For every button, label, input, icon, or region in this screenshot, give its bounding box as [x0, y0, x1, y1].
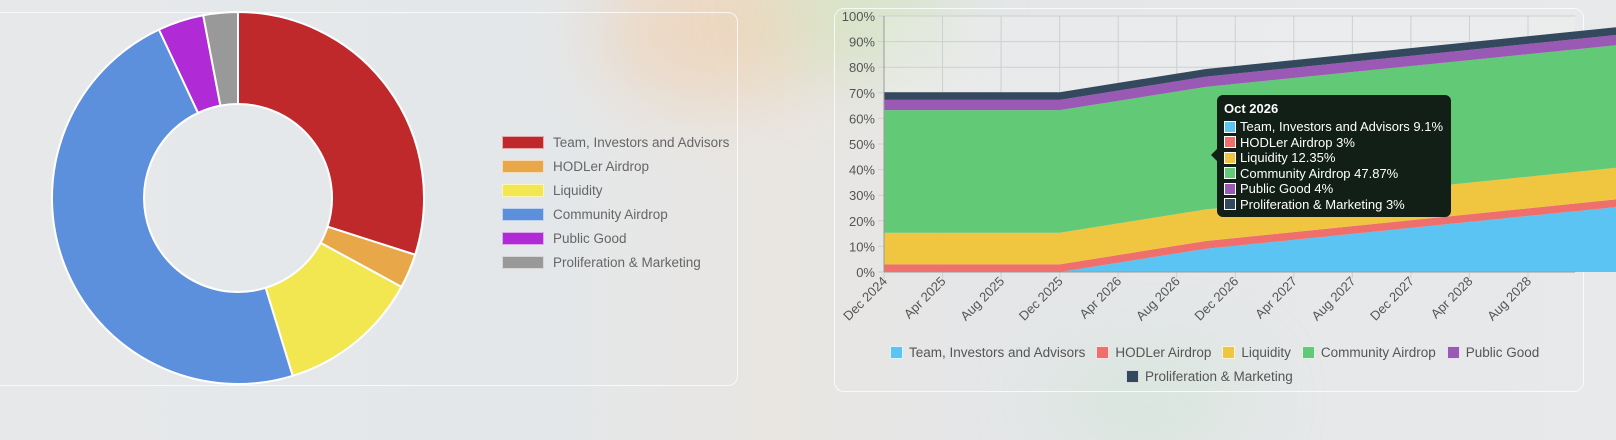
x-tick-label: Dec 2024	[840, 274, 890, 324]
area-series-hodler-airdrop[interactable]	[884, 188, 1616, 272]
legend-swatch	[1222, 345, 1236, 359]
donut-chart-card	[0, 12, 738, 386]
x-tick-label: Apr 2026	[1076, 274, 1124, 322]
y-tick-label: 90%	[849, 35, 875, 50]
x-tick-label: Apr 2025	[901, 274, 949, 322]
donut-slice-community-airdrop[interactable]	[51, 28, 294, 385]
tooltip-swatch	[1224, 167, 1236, 180]
tooltip-row: Community Airdrop 47.87%	[1224, 166, 1444, 182]
tooltip-swatch	[1224, 198, 1236, 211]
legend-label: Public Good	[1465, 344, 1540, 360]
legend-item-public-good[interactable]: Public Good	[1446, 340, 1540, 364]
x-tick-label: Apr 2027	[1252, 274, 1300, 322]
legend-item-team-investors-and-advisors[interactable]: Team, Investors and Advisors	[890, 340, 1085, 364]
y-tick-label: 20%	[849, 214, 875, 229]
legend-swatch	[1446, 345, 1460, 359]
x-tick-label: Aug 2025	[957, 274, 1007, 324]
tooltip-title: Oct 2026	[1224, 101, 1279, 116]
x-tick-label: Dec 2026	[1191, 274, 1241, 324]
tooltip-label: Liquidity 12.35%	[1240, 150, 1336, 166]
area-series-team-investors-and-advisors[interactable]	[884, 195, 1616, 272]
y-tick-label: 80%	[849, 60, 875, 75]
legend-item-liquidity[interactable]: Liquidity	[502, 178, 729, 202]
donut-slice-team-investors-and-advisors[interactable]	[237, 10, 425, 257]
legend-label: Proliferation & Marketing	[1145, 368, 1293, 384]
y-tick-label: 60%	[849, 111, 875, 126]
y-tick-label: 70%	[849, 86, 875, 101]
x-tick-label: Aug 2026	[1133, 274, 1183, 324]
tooltip-row: Proliferation & Marketing 3%	[1224, 197, 1444, 213]
donut-slice-proliferation-and-marketing[interactable]	[202, 10, 239, 107]
y-tick-label: 0%	[856, 265, 875, 280]
x-tick-label: Dec 2027	[1367, 274, 1417, 324]
tooltip-row: Team, Investors and Advisors 9.1%	[1224, 119, 1444, 135]
y-tick-label: 10%	[849, 239, 875, 254]
donut-chart	[51, 10, 425, 385]
legend-item-hodler-airdrop[interactable]: HODLer Airdrop	[1096, 340, 1211, 364]
tooltip-swatch	[1224, 182, 1236, 195]
tooltip-swatch	[1224, 120, 1236, 133]
legend-item-community-airdrop[interactable]: Community Airdrop	[502, 202, 729, 226]
legend-item-proliferation-and-marketing[interactable]: Proliferation & Marketing	[1126, 364, 1293, 388]
legend-item-liquidity[interactable]: Liquidity	[1222, 340, 1291, 364]
legend-label: Liquidity	[1241, 344, 1291, 360]
area-legend: Team, Investors and Advisors HODLer Airdr…	[860, 340, 1616, 388]
legend-label: Team, Investors and Advisors	[553, 134, 730, 150]
legend-item-team-investors-and-advisors[interactable]: Team, Investors and Advisors	[502, 130, 729, 154]
y-tick-label: 30%	[849, 188, 875, 203]
tooltip-label: Team, Investors and Advisors 9.1%	[1240, 119, 1444, 135]
tooltip-label: HODLer Airdrop 3%	[1240, 134, 1355, 150]
legend-label: Proliferation & Marketing	[553, 254, 701, 270]
x-tick-label: Dec 2025	[1016, 274, 1066, 324]
legend-swatch	[1301, 345, 1315, 359]
legend-item-proliferation-and-marketing[interactable]: Proliferation & Marketing	[502, 250, 729, 274]
legend-item-community-airdrop[interactable]: Community Airdrop	[1301, 340, 1436, 364]
legend-item-public-good[interactable]: Public Good	[502, 226, 729, 250]
legend-label: Team, Investors and Advisors	[909, 344, 1086, 360]
tooltip-row: Liquidity 12.35%	[1224, 150, 1444, 166]
x-tick-label: Apr 2028	[1428, 274, 1476, 322]
legend-swatch	[890, 345, 903, 359]
legend-label: HODLer Airdrop	[553, 158, 650, 174]
legend-swatch	[502, 183, 544, 197]
y-tick-label: 100%	[842, 9, 876, 24]
area-series-public-good[interactable]	[884, 23, 1616, 111]
y-tick-label: 40%	[849, 163, 875, 178]
tooltip-swatch	[1224, 151, 1236, 164]
tooltip-row: Public Good 4%	[1224, 181, 1444, 197]
tooltip-label: Community Airdrop 47.87%	[1240, 165, 1399, 181]
legend-swatch	[502, 255, 544, 269]
tooltip-label: Proliferation & Marketing 3%	[1240, 196, 1405, 212]
x-tick-label: Aug 2028	[1484, 274, 1534, 324]
y-tick-label: 50%	[849, 137, 875, 152]
x-tick-label: Aug 2027	[1309, 274, 1359, 324]
donut-legend: Team, Investors and Advisors HODLer Airdr…	[502, 130, 729, 274]
tooltip-label: Public Good 4%	[1240, 181, 1334, 197]
tooltip-row: HODLer Airdrop 3%	[1224, 135, 1444, 151]
chart-tooltip: Oct 2026 Team, Investors and Advisors 9.…	[1211, 95, 1451, 217]
legend-swatch	[1126, 369, 1139, 383]
area-series-proliferation-and-marketing[interactable]	[884, 15, 1616, 100]
legend-swatch	[502, 135, 544, 149]
legend-swatch	[1096, 345, 1110, 359]
legend-label: Community Airdrop	[553, 206, 668, 222]
legend-swatch	[502, 159, 544, 173]
legend-label: HODLer Airdrop	[1115, 344, 1212, 360]
legend-swatch	[502, 231, 544, 245]
tooltip-swatch	[1224, 136, 1236, 149]
legend-label: Liquidity	[553, 182, 603, 198]
legend-label: Community Airdrop	[1320, 344, 1436, 360]
legend-label: Public Good	[553, 230, 627, 246]
legend-swatch	[502, 207, 544, 221]
legend-item-hodler-airdrop[interactable]: HODLer Airdrop	[502, 154, 729, 178]
